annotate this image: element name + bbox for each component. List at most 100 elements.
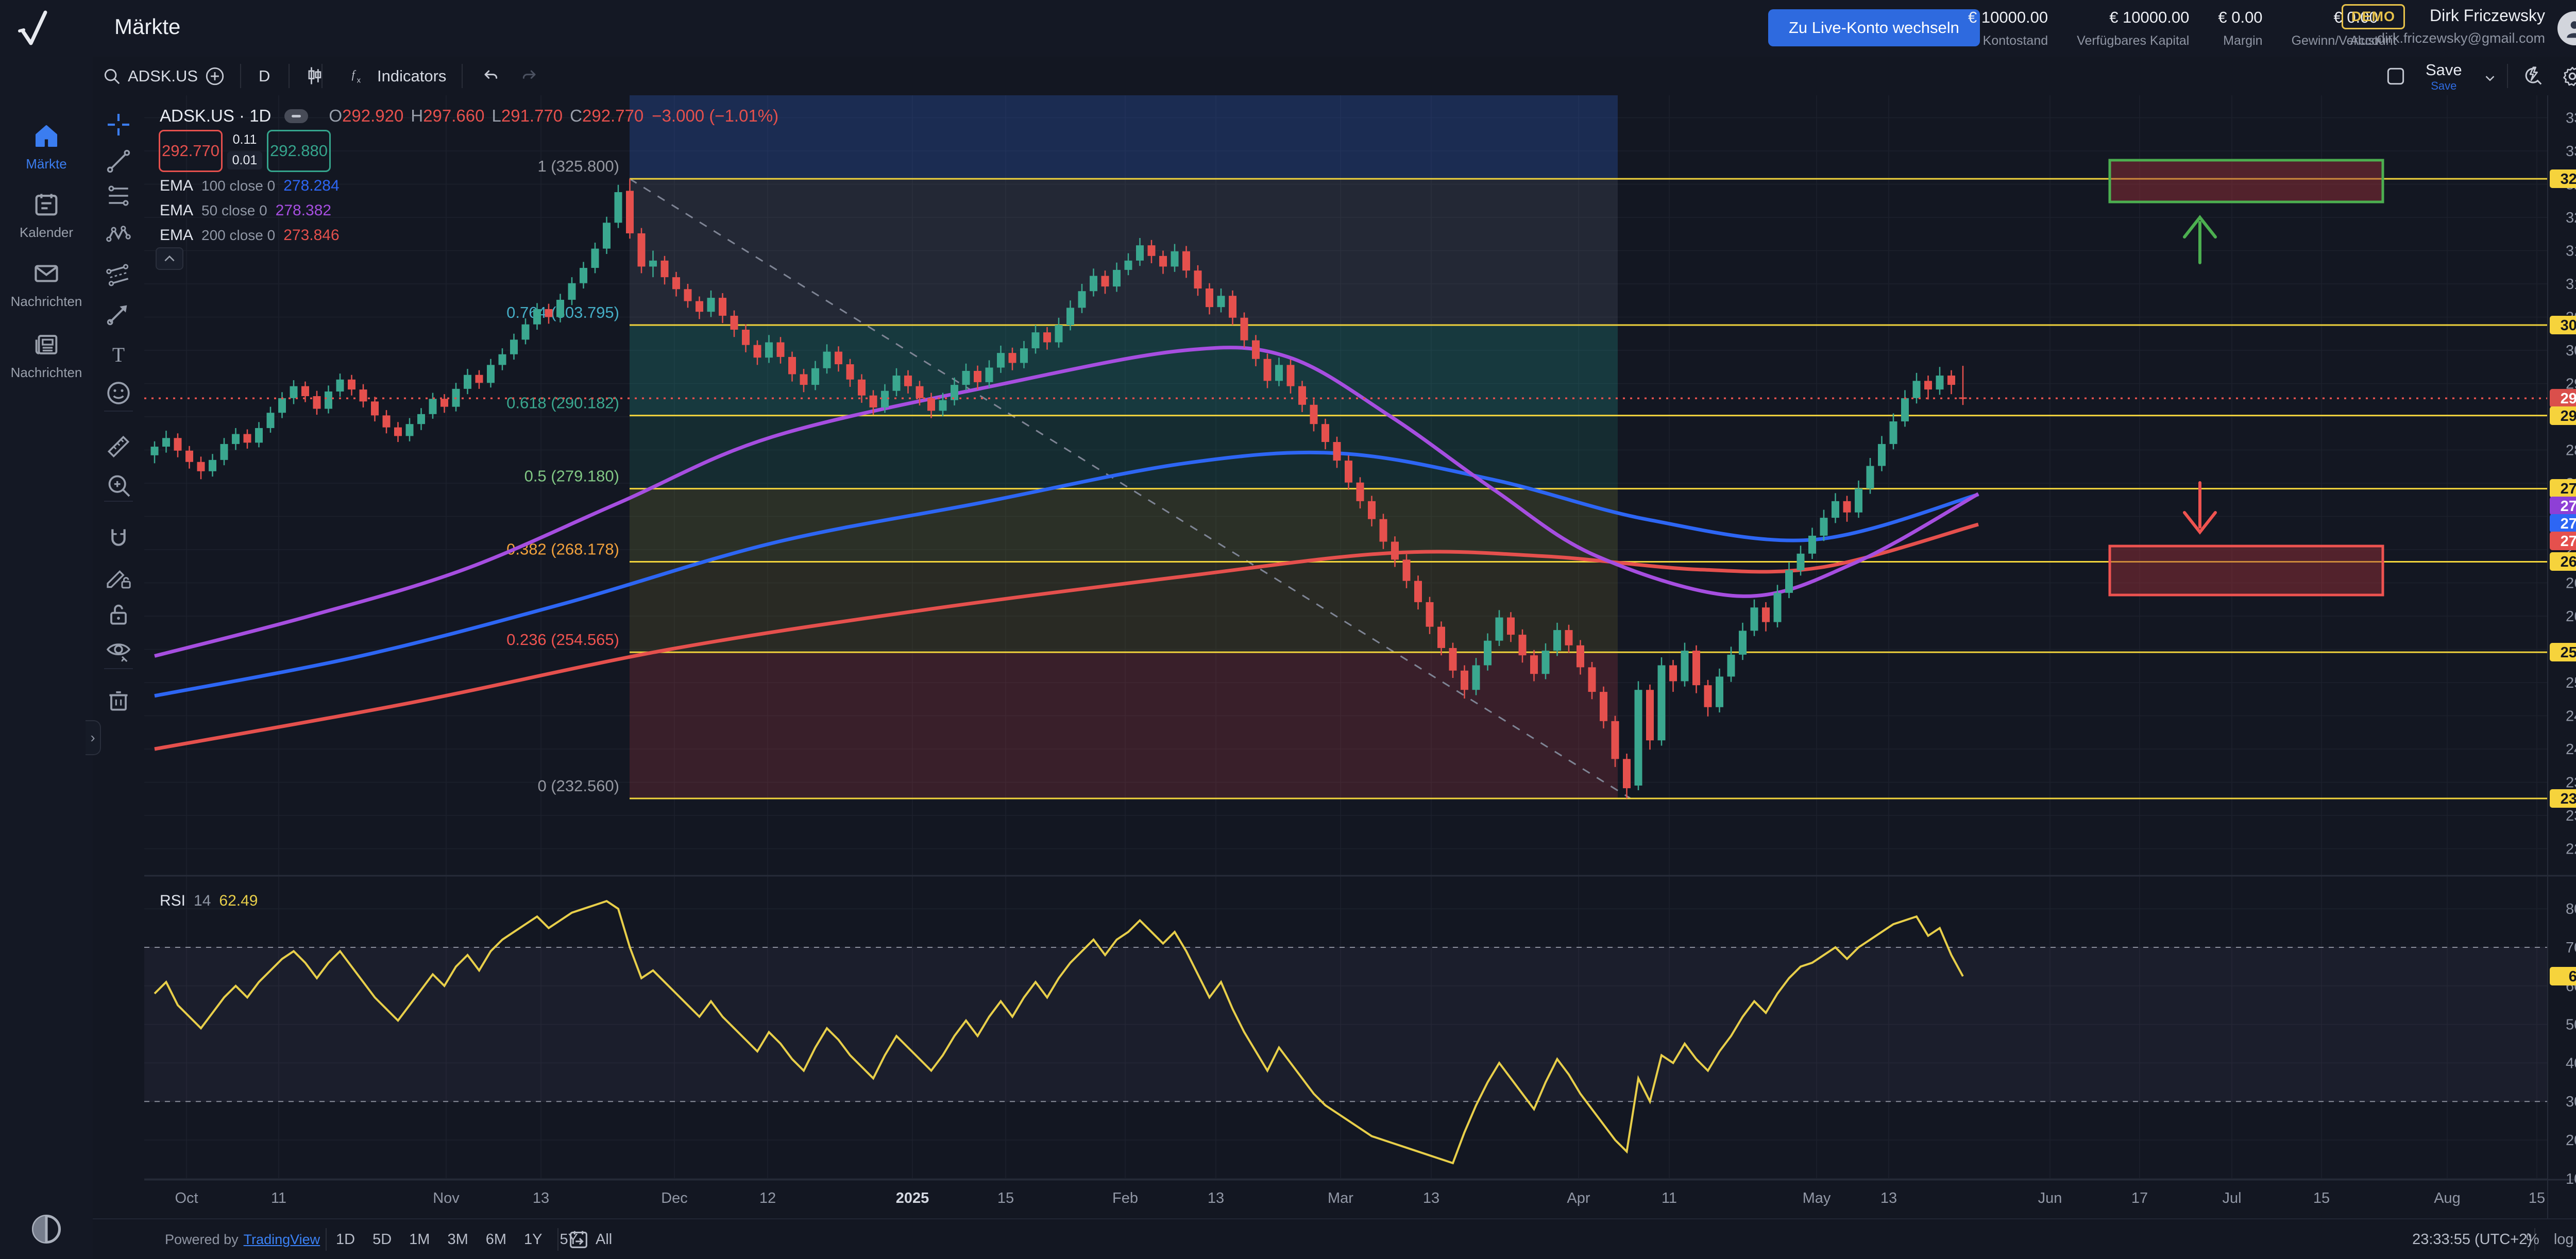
legend-collapse-button[interactable] bbox=[156, 247, 183, 270]
clock[interactable]: 23:33:55 (UTC+2) bbox=[2412, 1231, 2532, 1248]
svg-text:50.00: 50.00 bbox=[2566, 1017, 2576, 1033]
zoom-in-tool[interactable] bbox=[104, 471, 133, 500]
scale-log[interactable]: log bbox=[2553, 1231, 2574, 1248]
svg-text:30.00: 30.00 bbox=[2566, 1094, 2576, 1110]
buy-button[interactable]: 292.880 bbox=[267, 130, 331, 172]
ruler-icon bbox=[107, 435, 130, 458]
hide-all-tool[interactable] bbox=[104, 636, 133, 665]
text-tool[interactable]: T bbox=[104, 340, 133, 369]
trend-line-icon bbox=[107, 149, 130, 173]
magnet-icon bbox=[111, 529, 126, 546]
fib-retracement-tool[interactable] bbox=[104, 181, 133, 210]
sidebar-item-märkte[interactable]: Märkte bbox=[0, 121, 93, 172]
redo-icon[interactable] bbox=[519, 66, 540, 87]
svg-text:232.560: 232.560 bbox=[2561, 791, 2576, 807]
arrow-marker-icon bbox=[107, 305, 127, 326]
spread-low: 0.01 bbox=[227, 151, 263, 169]
range-1d[interactable]: 1D bbox=[336, 1231, 355, 1248]
ema-value: 278.284 bbox=[283, 177, 340, 194]
remove-drawings-tool[interactable] bbox=[104, 686, 133, 714]
broker-logo-icon[interactable] bbox=[15, 7, 57, 48]
sell-button[interactable]: 292.770 bbox=[159, 130, 223, 172]
ohlc-letter: O bbox=[329, 106, 343, 125]
chart-style-icon[interactable] bbox=[303, 64, 326, 87]
svg-text:278.382: 278.382 bbox=[2561, 498, 2576, 515]
tradingview-link[interactable]: TradingView bbox=[243, 1232, 320, 1247]
xabcd-pattern-icon bbox=[106, 226, 131, 242]
indicators-button[interactable]: Indicators bbox=[377, 66, 447, 85]
layout-icon[interactable] bbox=[2384, 65, 2407, 88]
range-5d[interactable]: 5D bbox=[372, 1231, 392, 1248]
account-stat: € 0.00 Gewinn/Verlust bbox=[2292, 5, 2378, 52]
lock-all-tool[interactable] bbox=[104, 600, 133, 628]
interval-button[interactable]: D bbox=[259, 66, 270, 85]
ema-legend-row[interactable]: EMA 50 close 0 278.382 bbox=[160, 202, 331, 219]
time-tick: Dec bbox=[661, 1190, 688, 1206]
price-axis[interactable]: 335.000330.000325.000320.000315.000310.0… bbox=[2550, 110, 2576, 1187]
spread: 0.11 0.01 bbox=[223, 132, 267, 169]
go-to-date-icon[interactable] bbox=[567, 1228, 590, 1251]
range-6m[interactable]: 6M bbox=[485, 1231, 507, 1248]
axis-badge: 232.560 bbox=[2550, 789, 2576, 808]
range-1m[interactable]: 1M bbox=[409, 1231, 430, 1248]
sidebar-item-nachrichten[interactable]: Nachrichten bbox=[0, 330, 93, 381]
settings-gear-icon[interactable] bbox=[2561, 64, 2576, 88]
save-chevron-down-icon[interactable] bbox=[2482, 71, 2498, 86]
down-arrow-drawing bbox=[2183, 481, 2217, 535]
axis-badge: 62.49 bbox=[2550, 967, 2576, 985]
drawing-toolbar: T bbox=[93, 95, 145, 1218]
undo-icon[interactable] bbox=[480, 66, 501, 87]
account-type: DEMO Account bbox=[2342, 4, 2405, 48]
arrow-marker-tool[interactable] bbox=[104, 299, 133, 328]
compare-add-icon[interactable] bbox=[204, 65, 226, 87]
time-tick: 15 bbox=[2313, 1190, 2330, 1206]
svg-text:330.000: 330.000 bbox=[2566, 143, 2576, 160]
legend-symbol[interactable]: ADSK.US · 1D bbox=[160, 106, 272, 125]
time-tick: May bbox=[1803, 1190, 1831, 1206]
range-all[interactable]: All bbox=[596, 1231, 613, 1248]
xabcd-pattern-tool[interactable] bbox=[104, 220, 133, 249]
stat-value: € 0.00 bbox=[2333, 8, 2378, 26]
emoji-tool[interactable] bbox=[104, 379, 133, 407]
crosshair-tool[interactable] bbox=[104, 110, 133, 139]
switch-to-live-account-button[interactable]: Zu Live-Konto wechseln bbox=[1768, 9, 1980, 46]
trend-line-tool[interactable] bbox=[104, 147, 133, 176]
parallel-channel-tool[interactable] bbox=[104, 261, 133, 290]
ema-legend-row[interactable]: EMA 100 close 0 278.284 bbox=[160, 177, 340, 195]
theme-toggle-icon[interactable] bbox=[28, 1211, 65, 1248]
ema-params: 100 close 0 bbox=[201, 178, 276, 194]
drawing-lock-tool[interactable] bbox=[104, 563, 133, 592]
ruler-tool[interactable] bbox=[104, 432, 133, 461]
legend-visibility-toggle[interactable] bbox=[284, 109, 309, 123]
svg-text:290.182: 290.182 bbox=[2561, 408, 2576, 424]
symbol-search[interactable]: ADSK.US bbox=[128, 66, 198, 85]
save-button[interactable]: Save Save bbox=[2426, 61, 2462, 93]
ema-name: EMA bbox=[160, 177, 194, 194]
mail-icon bbox=[35, 265, 58, 282]
ema100-line bbox=[154, 450, 1979, 698]
ohlc-value: 297.660 bbox=[423, 106, 485, 125]
ema-legend-row[interactable]: EMA 200 close 0 273.846 bbox=[160, 227, 340, 244]
range-1y[interactable]: 1Y bbox=[524, 1231, 543, 1248]
time-tick: 13 bbox=[1423, 1190, 1439, 1206]
toolbar-separator bbox=[104, 501, 133, 502]
svg-text:310.000: 310.000 bbox=[2566, 276, 2576, 293]
magnet-tool[interactable] bbox=[104, 524, 133, 553]
search-icon[interactable] bbox=[102, 66, 122, 86]
rsi-value: 62.49 bbox=[219, 892, 258, 909]
rsi-name: RSI bbox=[160, 892, 186, 909]
avatar[interactable] bbox=[2557, 11, 2576, 45]
sidebar-item-kalender[interactable]: Kalender bbox=[0, 190, 93, 241]
time-tick: 13 bbox=[533, 1190, 549, 1206]
sidebar-expand-handle[interactable]: › bbox=[86, 720, 101, 755]
scale-percent[interactable]: % bbox=[2526, 1231, 2539, 1248]
page-title: Märkte bbox=[114, 14, 181, 39]
fib-levels: 1 (325.800)0.764 (303.795)0.618 (290.182… bbox=[506, 157, 2548, 799]
time-tick: 15 bbox=[997, 1190, 1014, 1206]
chart-canvas[interactable]: 1 (325.800)0.764 (303.795)0.618 (290.182… bbox=[144, 95, 2576, 1218]
quick-search-icon[interactable] bbox=[2520, 64, 2544, 88]
range-3m[interactable]: 3M bbox=[447, 1231, 468, 1248]
user-email: dirk.friczewsky@gmail.com bbox=[2377, 30, 2545, 46]
sidebar-item-nachrichten[interactable]: Nachrichten bbox=[0, 259, 93, 310]
